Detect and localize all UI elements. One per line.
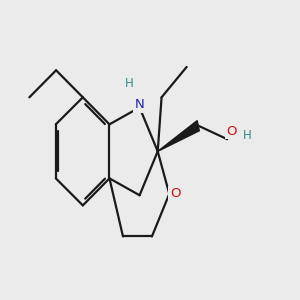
Text: N: N [135, 98, 145, 111]
Polygon shape [158, 121, 199, 152]
Text: O: O [226, 124, 237, 138]
Text: H: H [243, 129, 252, 142]
Text: O: O [170, 188, 180, 200]
Text: H: H [124, 77, 133, 90]
